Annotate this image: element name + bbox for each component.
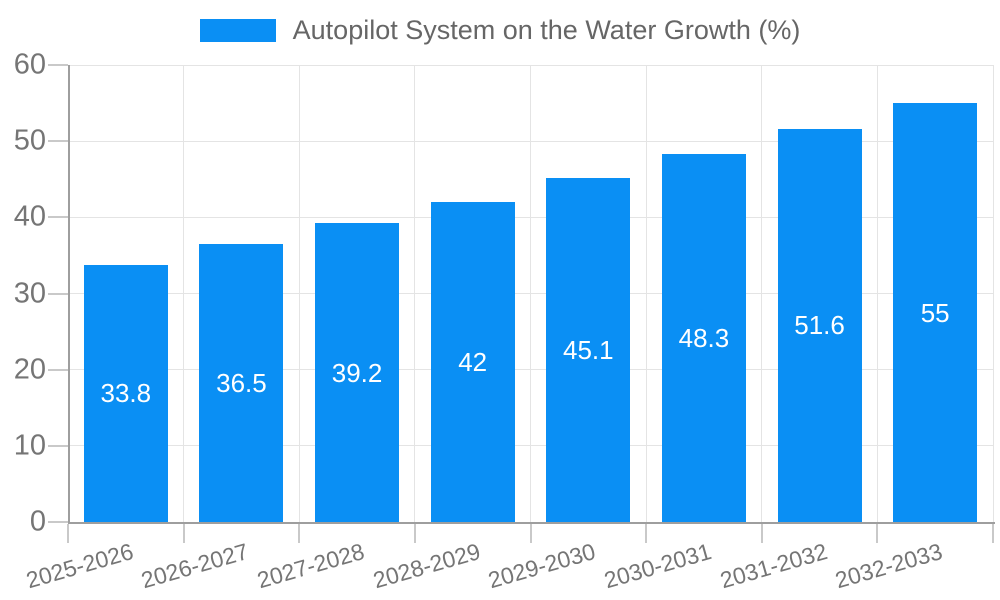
x-gridline xyxy=(414,65,416,522)
bar[interactable]: 55 xyxy=(893,103,978,522)
y-tick xyxy=(48,216,68,219)
y-tick-label: 40 xyxy=(13,200,46,233)
legend-label: Autopilot System on the Water Growth (%) xyxy=(292,15,801,45)
bar-value-label: 45.1 xyxy=(563,335,614,366)
y-tick xyxy=(48,140,68,143)
x-tick xyxy=(182,524,185,543)
x-gridline xyxy=(761,65,763,522)
legend-swatch[interactable] xyxy=(199,19,276,43)
x-tick xyxy=(876,524,879,543)
bar-value-label: 55 xyxy=(920,297,950,328)
y-axis-line xyxy=(68,65,70,524)
x-tick-label: 2029-2030 xyxy=(485,538,599,594)
bar[interactable]: 42 xyxy=(430,202,515,522)
y-tick-label: 20 xyxy=(13,353,46,386)
x-gridline xyxy=(183,65,185,522)
x-tick xyxy=(413,524,416,543)
bar-value-label: 39.2 xyxy=(331,357,383,388)
x-tick-label: 2030-2031 xyxy=(601,538,715,594)
y-tick-label: 0 xyxy=(29,505,46,538)
x-tick xyxy=(298,524,301,543)
x-gridline xyxy=(645,65,647,522)
y-tick xyxy=(48,292,68,295)
y-tick xyxy=(48,64,68,66)
x-tick-label: 2028-2029 xyxy=(369,538,483,594)
x-tick-label: 2031-2032 xyxy=(716,538,830,594)
y-tick xyxy=(48,521,68,523)
x-tick-label: 2025-2026 xyxy=(23,538,136,594)
y-tick-label: 10 xyxy=(13,429,46,462)
y-tick xyxy=(48,368,68,371)
x-gridline xyxy=(530,65,531,522)
bar-value-label: 42 xyxy=(458,347,488,378)
y-tick-label: 30 xyxy=(13,277,46,309)
x-tick xyxy=(645,524,648,543)
x-axis-line xyxy=(68,522,995,524)
bar-value-label: 33.8 xyxy=(100,378,152,409)
bar[interactable]: 39.2 xyxy=(315,223,400,522)
bar[interactable]: 48.3 xyxy=(661,154,746,522)
x-tick-label: 2032-2033 xyxy=(832,538,946,594)
bar-value-label: 36.5 xyxy=(216,367,267,398)
x-tick xyxy=(529,524,532,543)
bar[interactable]: 51.6 xyxy=(777,128,862,522)
chart-legend[interactable]: Autopilot System on the Water Growth (%) xyxy=(0,15,1000,46)
x-tick-label: 2027-2028 xyxy=(254,538,368,594)
x-gridline xyxy=(992,65,994,522)
x-tick-label: 2026-2027 xyxy=(138,538,252,594)
y-tick xyxy=(48,444,68,447)
bar[interactable]: 33.8 xyxy=(83,264,168,522)
x-tick xyxy=(760,524,763,543)
x-tick xyxy=(67,524,69,543)
y-tick-label: 60 xyxy=(13,48,46,81)
bar[interactable]: 45.1 xyxy=(546,178,631,522)
x-gridline xyxy=(876,65,878,522)
x-gridline xyxy=(298,65,300,522)
x-tick xyxy=(992,524,994,543)
bar-value-label: 48.3 xyxy=(678,323,730,354)
y-tick-label: 50 xyxy=(13,124,46,157)
bar[interactable]: 36.5 xyxy=(199,243,284,522)
bar-value-label: 51.6 xyxy=(794,310,845,341)
